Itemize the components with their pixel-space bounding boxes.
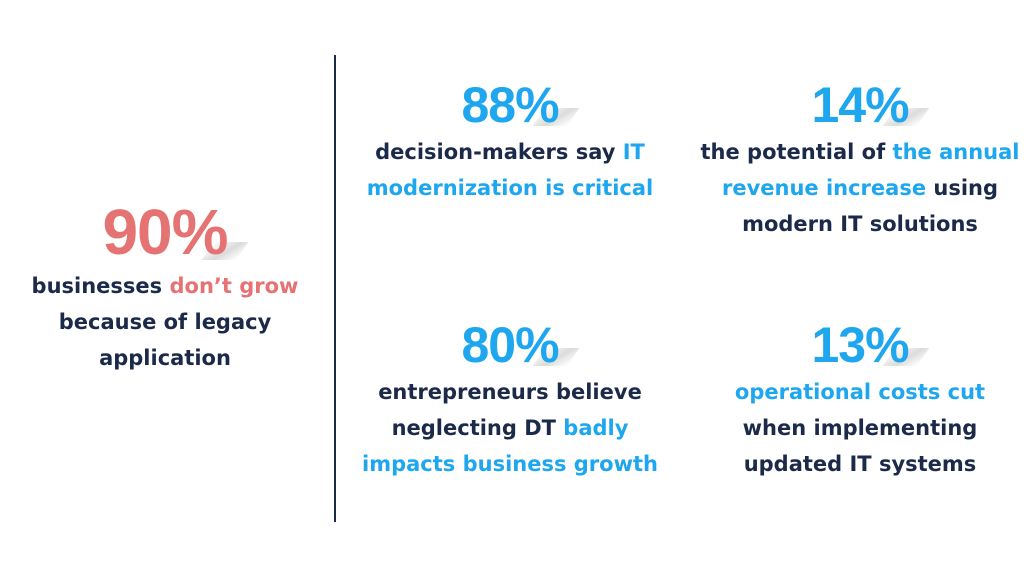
stat-value: 90% xyxy=(102,200,248,264)
stat-90-percent: 90% businesses don’t grow because of leg… xyxy=(20,200,310,376)
stat-80-percent: 80% entrepreneurs believe neglecting DT … xyxy=(355,320,665,482)
stat-highlight: the annual revenue increase xyxy=(721,140,1020,200)
stat-highlight: operational costs cut xyxy=(734,380,986,404)
stat-highlight: badly impacts business growth xyxy=(362,416,658,476)
stat-value: 14% xyxy=(811,80,929,130)
stat-description: the potential of the annual revenue incr… xyxy=(700,140,1020,236)
vertical-divider xyxy=(334,55,336,522)
stat-highlight: IT modernization is critical xyxy=(366,140,654,200)
stat-14-percent: 14% the potential of the annual revenue … xyxy=(700,80,1020,242)
stat-13-percent: 13% operational costs cut when implement… xyxy=(700,320,1020,482)
stat-description: operational costs cut when implementing … xyxy=(734,380,986,476)
stat-value: 88% xyxy=(461,80,579,130)
stat-value: 80% xyxy=(461,320,579,370)
stat-value: 13% xyxy=(811,320,929,370)
stat-88-percent: 88% decision-makers say IT modernization… xyxy=(355,80,665,206)
stat-description: businesses don’t grow because of legacy … xyxy=(31,274,299,370)
stat-description: decision-makers say IT modernization is … xyxy=(366,140,654,200)
stat-highlight: don’t grow xyxy=(169,274,299,298)
stat-description: entrepreneurs believe neglecting DT badl… xyxy=(362,380,658,476)
